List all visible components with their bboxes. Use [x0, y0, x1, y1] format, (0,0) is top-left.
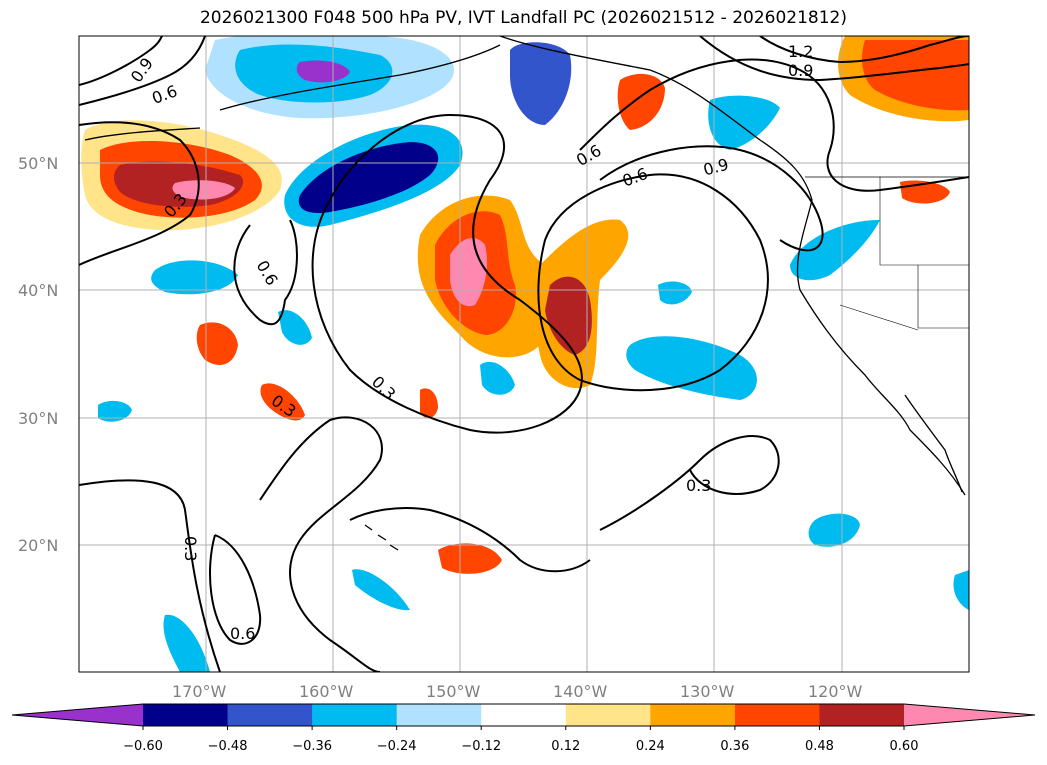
pos-anomaly-small-b	[260, 383, 305, 421]
colorbar-segment	[650, 704, 736, 726]
colorbar-tick-label: 0.24	[636, 739, 665, 754]
colorbar-segments	[143, 704, 905, 726]
lon-label-170w: 170°W	[172, 682, 227, 701]
lat-label-40n: 40°N	[18, 281, 58, 300]
colorbar-ticks: −0.60 −0.48 −0.36 −0.24 −0.12 0.12 0.24 0.36 0.4…	[123, 726, 918, 754]
colorbar-tick-label: −0.12	[461, 739, 501, 754]
colorbar-tick-label: −0.24	[377, 739, 417, 754]
figure-title: 2026021300 F048 500 hPa PV, IVT Landfall…	[199, 8, 847, 28]
pos-anomaly-northeast-core	[862, 40, 969, 111]
neg-anomaly-small-c	[480, 361, 515, 395]
neg-anomaly-pnw	[708, 95, 780, 150]
neg-anomaly-small-d	[163, 614, 210, 672]
coastline-north-america	[499, 36, 966, 496]
map-panel: 0.9 0.6 1.2 0.9 0.6 0.6 0.9 0.3 0.6 0.3 …	[78, 35, 970, 673]
neg-anomaly-central-core	[298, 142, 439, 214]
neg-anomaly-north-inner	[296, 60, 350, 83]
colorbar-segment	[227, 704, 313, 726]
contour-0p3-center	[311, 113, 583, 434]
lon-label-150w: 150°W	[426, 682, 481, 701]
contour-label: 0.6	[230, 624, 255, 643]
colorbar-segment	[396, 704, 482, 726]
lat-label-50n: 50°N	[18, 154, 58, 173]
neg-anomaly-gulf	[510, 42, 572, 125]
colorbar-segment	[143, 704, 229, 726]
colorbar-segment	[481, 704, 567, 726]
latitude-labels: 50°N 40°N 30°N 20°N	[18, 154, 58, 555]
pc-shading	[81, 36, 969, 672]
pos-anomaly-east-core	[545, 276, 592, 355]
pos-anomaly-small-a	[196, 322, 238, 365]
neg-anomaly-small-e	[352, 569, 410, 611]
pos-anomaly-small-c	[438, 543, 502, 574]
colorbar-segment	[734, 704, 820, 726]
longitude-labels: 170°W 160°W 150°W 140°W 130°W 120°W	[172, 682, 863, 701]
border-states	[839, 177, 969, 331]
contour-0p3-se	[599, 435, 780, 531]
colorbar: −0.60 −0.48 −0.36 −0.24 −0.12 0.12 0.24 0.36 0.4…	[11, 703, 1036, 754]
colorbar-extend-max	[904, 704, 1035, 726]
colorbar-segment	[565, 704, 651, 726]
lon-label-140w: 140°W	[553, 682, 608, 701]
coastline-baja	[904, 394, 963, 493]
coastline-aleutians	[84, 127, 201, 141]
colorbar-tick-label: 0.12	[551, 739, 580, 754]
neg-anomaly-small-g	[658, 281, 692, 305]
neg-anomaly-coast	[790, 220, 880, 281]
colorbar-tick-label: 0.48	[805, 739, 834, 754]
contour-0p9-north	[79, 36, 163, 86]
contour-label: 1.2	[788, 42, 813, 61]
contour-0p3-tropics	[349, 507, 591, 573]
neg-anomaly-small-a	[151, 260, 238, 295]
contour-label: 0.9	[788, 61, 813, 80]
neg-anomaly-small-i	[953, 570, 969, 610]
colorbar-tick-label: −0.60	[123, 739, 163, 754]
contour-0p6-sw	[209, 534, 262, 645]
neg-anomaly-east	[626, 336, 757, 400]
colorbar-segment	[819, 704, 905, 726]
contour-1p2-ne	[759, 36, 969, 64]
contour-0p6-west	[79, 121, 200, 266]
colorbar-extend-min	[12, 704, 143, 726]
coastline-hawaii	[364, 524, 399, 551]
contour-label: 0.3	[686, 476, 711, 495]
contour-0p9-ne	[699, 36, 969, 82]
pos-anomaly-west-peak	[172, 180, 235, 200]
colorbar-tick-label: 0.60	[890, 739, 919, 754]
lat-label-20n: 20°N	[18, 536, 58, 555]
colorbar-tick-label: 0.36	[720, 739, 749, 754]
contour-0p3-loop	[259, 416, 383, 672]
contour-0p6-east	[537, 173, 769, 392]
map-frame	[78, 35, 970, 673]
pos-anomaly-small-e	[420, 388, 438, 419]
colorbar-tick-label: −0.36	[292, 739, 332, 754]
pv-contours	[79, 36, 969, 672]
lon-label-120w: 120°W	[808, 682, 863, 701]
neg-anomaly-small-b	[98, 400, 132, 422]
contour-0p6-north	[79, 36, 206, 106]
coastline-alaska	[219, 44, 501, 111]
colorbar-segment	[312, 704, 398, 726]
neg-anomaly-small-f	[808, 513, 860, 547]
lat-label-30n: 30°N	[18, 409, 58, 428]
contour-0p9-east	[599, 145, 824, 252]
lon-label-130w: 130°W	[680, 682, 735, 701]
contour-0p3-south	[79, 479, 221, 672]
contour-label: 0.3	[181, 536, 200, 561]
contour-0p6-pnw	[579, 58, 969, 192]
colorbar-tick-label: −0.48	[208, 739, 248, 754]
neg-anomaly-small-h	[278, 310, 312, 345]
lon-label-160w: 160°W	[299, 682, 354, 701]
contour-0p6-mid	[233, 219, 298, 326]
